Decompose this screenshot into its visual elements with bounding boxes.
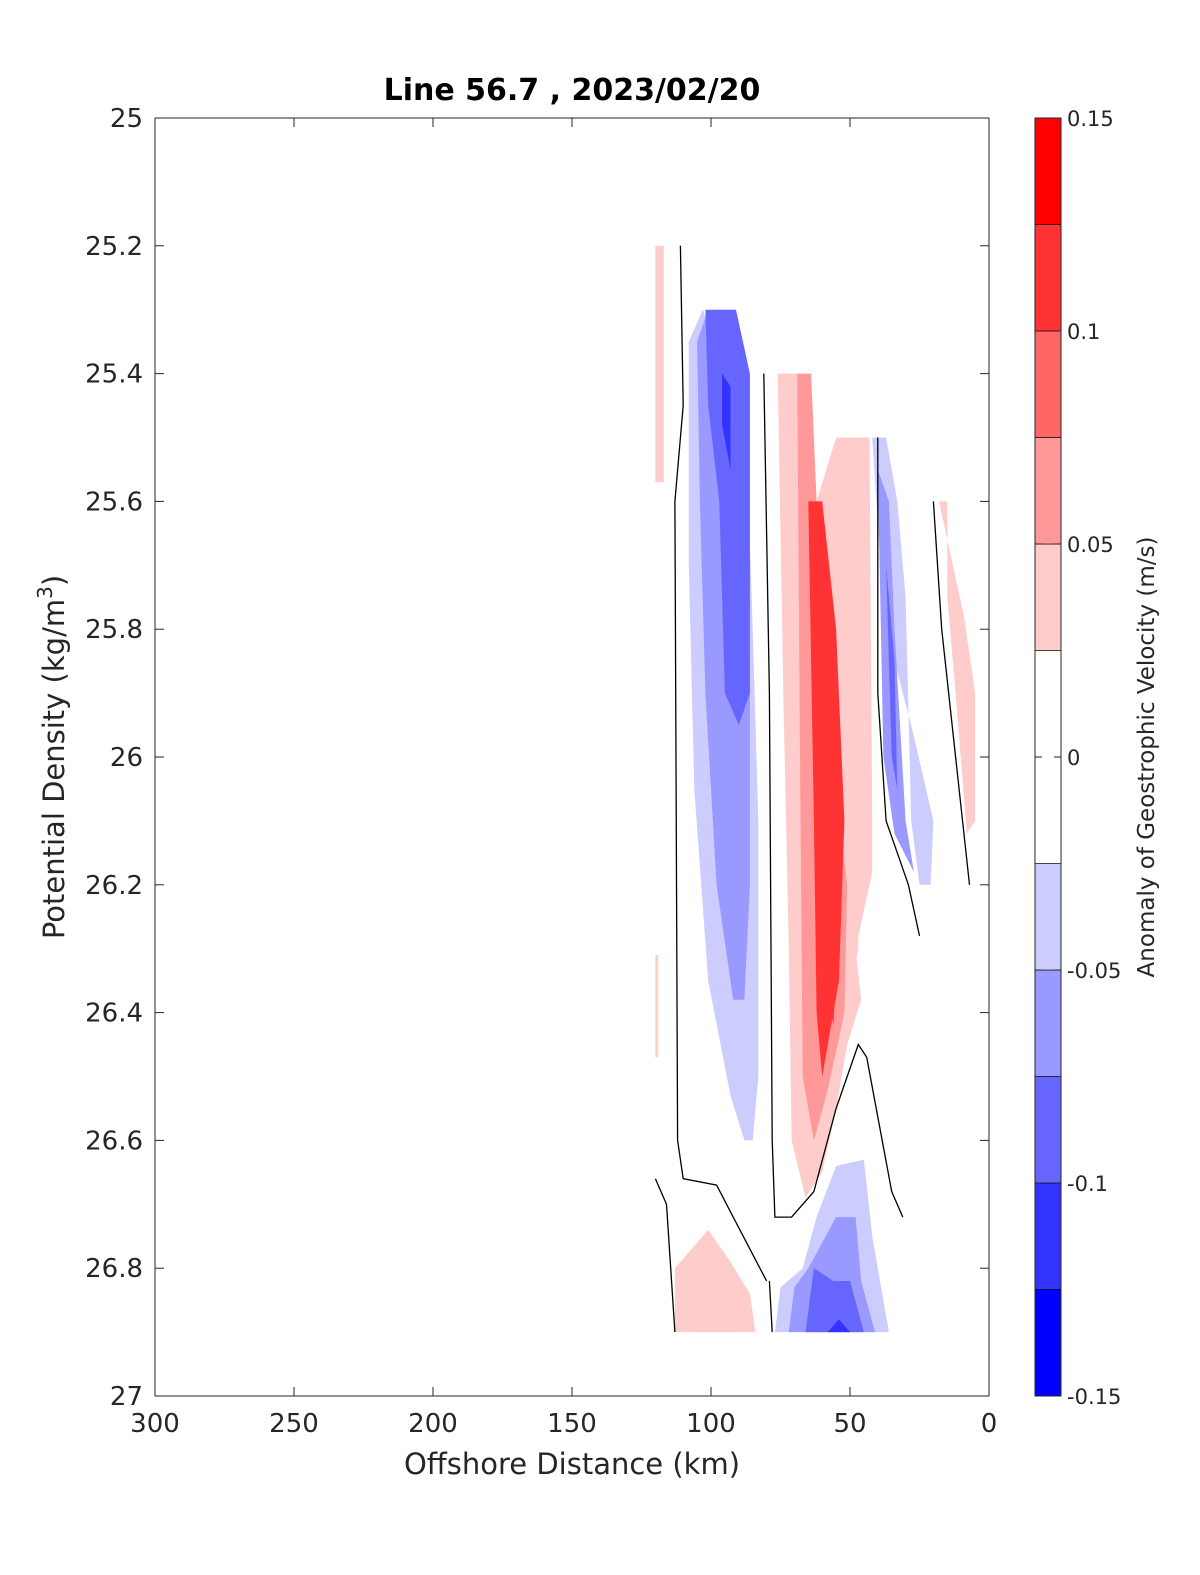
colorbar-segment-0 (1034, 1289, 1062, 1397)
x-tick-label-3: 150 (547, 1409, 597, 1439)
contour-region-14 (939, 501, 976, 834)
contour-region-1 (655, 955, 659, 1058)
contour-region-19 (805, 1268, 864, 1333)
y-tick-label-4: 25.8 (85, 615, 143, 645)
y-tick-label-5: 26 (110, 743, 143, 773)
colorbar-tick-label-6: -0.15 (1067, 1385, 1121, 1409)
contour-region-10 (816, 597, 842, 1026)
y-tick-label-3: 25.6 (85, 487, 143, 517)
colorbar-tick-label-5: -0.1 (1067, 1172, 1108, 1196)
y-tick-label-7: 26.4 (85, 999, 143, 1029)
contour-region-20 (827, 1319, 850, 1333)
contour-region-0 (655, 245, 664, 483)
x-tick-label-2: 200 (408, 1409, 458, 1439)
y-tick-label-1: 25.2 (85, 232, 143, 262)
y-tick-label-10: 27 (110, 1382, 143, 1412)
colorbar-segment-1 (1034, 1182, 1062, 1290)
colorbar-ticks: 0.15 0.1 0.05 0 -0.05 -0.1 -0.15 (1035, 107, 1121, 1409)
zero-contour-line-5 (768, 1280, 773, 1333)
contour-region-13 (886, 565, 903, 821)
y-tick-label-6: 26.2 (85, 871, 143, 901)
x-tick-label-4: 100 (686, 1409, 736, 1439)
zero-contour-line-3 (932, 501, 971, 885)
y-axis-label: Potential Density (kg/m3) (33, 575, 71, 939)
colorbar-segment-10 (1034, 117, 1062, 225)
x-tick-label-5: 50 (833, 1409, 866, 1439)
y-tick-label-8: 26.6 (85, 1126, 143, 1156)
x-tick-label-0: 300 (130, 1409, 180, 1439)
y-axis: 25 25.2 25.4 25.6 25.8 26 26.2 26.4 26.6 26.8 27 (85, 104, 989, 1412)
y-axis-label-superscript: 3 (33, 586, 57, 599)
colorbar-tick-label-4: -0.05 (1067, 959, 1121, 983)
y-tick-label-2: 25.4 (85, 360, 143, 390)
zero-contour-line-4 (654, 1178, 676, 1333)
colorbar-segment-3 (1034, 969, 1062, 1077)
colorbar-tick-label-2: 0.05 (1067, 533, 1114, 557)
x-axis: 300 250 200 150 100 50 0 (130, 118, 997, 1439)
y-tick-label-0: 25 (110, 104, 143, 134)
plot-area (654, 245, 976, 1333)
contour-region-5 (722, 373, 731, 470)
zero-contour-line-1 (763, 373, 904, 1218)
x-tick-label-1: 250 (269, 1409, 319, 1439)
contour-region-16 (694, 1268, 731, 1333)
chart-title: Line 56.7 , 2023/02/20 (384, 73, 761, 108)
colorbar-segment-2 (1034, 1076, 1062, 1184)
colorbar-segment-8 (1034, 330, 1062, 438)
contour-region-4 (705, 309, 750, 725)
colorbar-segment-4 (1034, 863, 1062, 971)
colorbar-tick-label-3: 0 (1067, 746, 1080, 770)
contour-region-12 (877, 469, 914, 872)
colorbar-tick-label-1: 0.1 (1067, 320, 1100, 344)
y-tick-label-9: 26.8 (85, 1254, 143, 1284)
colorbar-tick-label-0: 0.15 (1067, 107, 1114, 131)
colorbar-segment-6 (1034, 543, 1062, 651)
zero-contour-line-2 (877, 437, 921, 937)
colorbar (1034, 117, 1062, 1397)
colorbar-segment-9 (1034, 224, 1062, 332)
zero-contour-line-0 (674, 245, 768, 1282)
x-tick-label-6: 0 (981, 1409, 998, 1439)
colorbar-segment-7 (1034, 437, 1062, 545)
colorbar-label: Anomaly of Geostrophic Velocity (m/s) (1134, 537, 1160, 978)
x-axis-label: Offshore Distance (km) (404, 1447, 740, 1481)
